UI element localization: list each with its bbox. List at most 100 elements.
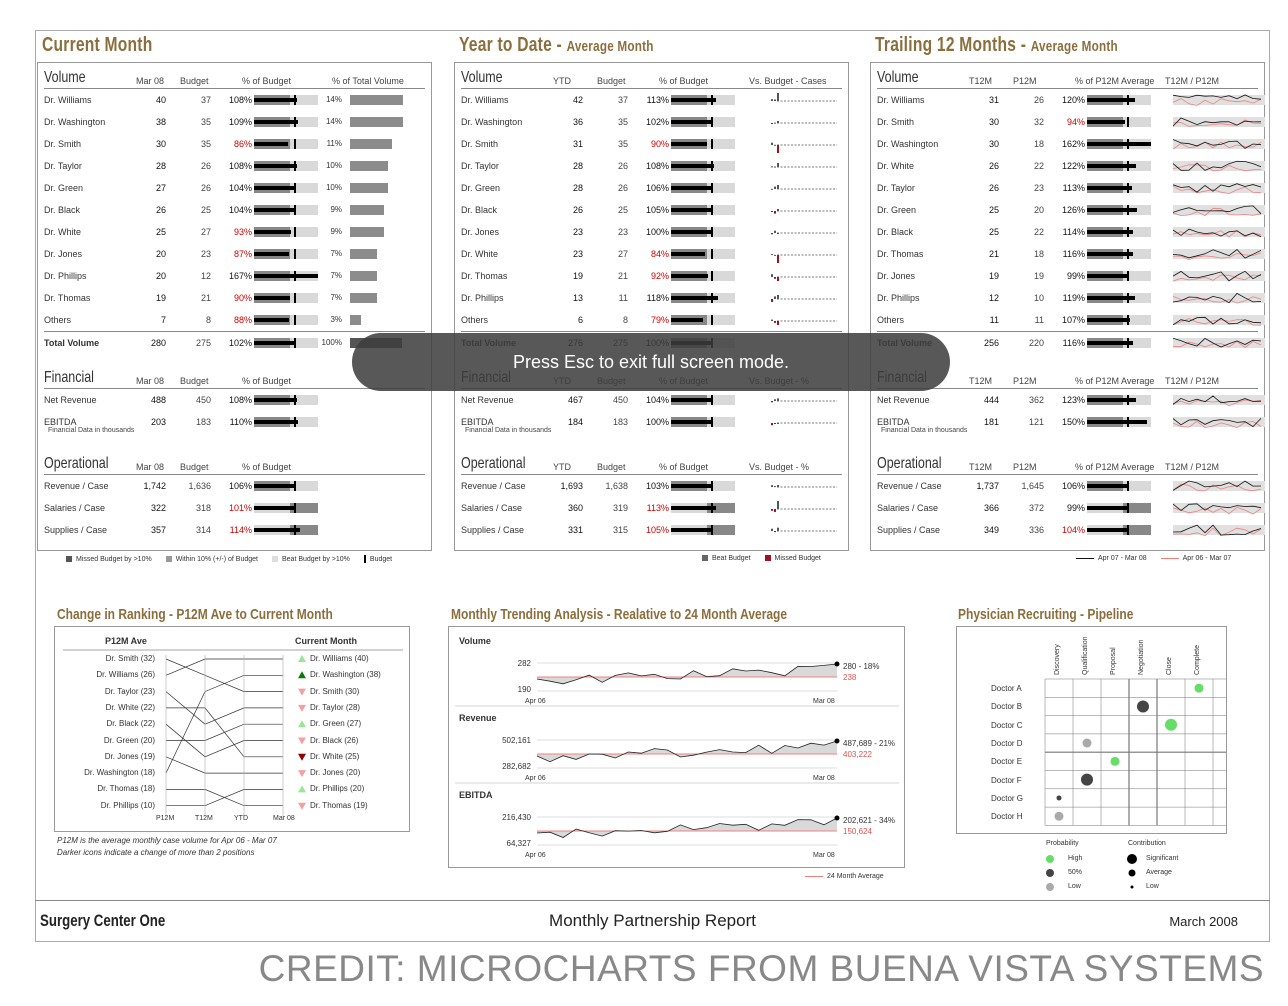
row-name: Revenue / Case bbox=[44, 481, 109, 491]
row-pct: 106% bbox=[228, 481, 252, 491]
sparkline-range bbox=[1173, 395, 1265, 405]
variance-bar bbox=[774, 144, 776, 146]
table-row: Dr. Taylor 28 26 108% 10% bbox=[44, 155, 425, 177]
doctor-label: Doctor D bbox=[991, 738, 1023, 748]
row-name: Dr. Thomas bbox=[461, 271, 508, 281]
variance-bar bbox=[774, 531, 776, 533]
row-budget: 275 bbox=[195, 338, 211, 348]
trend-ymin: 190 bbox=[517, 685, 531, 694]
doctor-label: Doctor C bbox=[991, 720, 1023, 730]
pct-total-bar bbox=[350, 95, 404, 105]
rank-down-icon bbox=[298, 770, 306, 778]
row-actual: 25 bbox=[988, 205, 999, 215]
row-actual: 40 bbox=[155, 95, 166, 105]
trend-sparkline bbox=[1172, 245, 1265, 265]
row-pct: 150% bbox=[1061, 417, 1085, 427]
recruit-title: Physician Recruiting - Pipeline bbox=[958, 606, 1134, 623]
pct-bullet bbox=[1087, 315, 1151, 325]
row-budget: 37 bbox=[200, 95, 211, 105]
trend-box: Volume 282 190 Apr 06 Mar 08 280 - 18% 238 Reve… bbox=[448, 626, 905, 880]
legend-swatch bbox=[764, 555, 771, 562]
doctor-label: Doctor G bbox=[991, 793, 1024, 803]
row-actual: 19 bbox=[572, 271, 583, 281]
pct-bullet-bar bbox=[671, 230, 711, 234]
variance-bar bbox=[774, 509, 776, 512]
trend-sparkline bbox=[1172, 267, 1265, 287]
sparkline-prior bbox=[1172, 119, 1262, 127]
pct-bullet-target bbox=[294, 525, 296, 535]
variance-bar bbox=[774, 122, 776, 124]
legend-text: Within 10% (+/-) of Budget bbox=[175, 555, 258, 563]
pct-bullet-target bbox=[1127, 481, 1129, 491]
pct-bullet bbox=[254, 249, 318, 259]
row-pct: 108% bbox=[228, 95, 252, 105]
sparkline-current bbox=[1172, 316, 1262, 326]
row-actual: 1,742 bbox=[143, 481, 166, 491]
sparkline-range bbox=[1173, 338, 1265, 348]
row-actual: 30 bbox=[988, 117, 999, 127]
table-row: Dr. Green 28 26 106% bbox=[461, 177, 842, 199]
row-name: Net Revenue bbox=[461, 395, 514, 405]
contrib-legend-dot bbox=[1127, 854, 1137, 864]
pct-bullet bbox=[671, 183, 735, 193]
sparkline-range bbox=[1173, 183, 1265, 193]
row-name: Salaries / Case bbox=[44, 503, 106, 513]
row-actual: 181 bbox=[983, 417, 999, 427]
ranking-title: Change in Ranking - P12M Ave to Current … bbox=[57, 606, 333, 623]
row-budget: 220 bbox=[1028, 338, 1044, 348]
pct-bullet-bar bbox=[671, 164, 715, 168]
ranking-right-item: Dr. Smith (30) bbox=[310, 686, 360, 696]
legend-text: Beat Budget bbox=[712, 555, 751, 562]
row-name: Dr. Taylor bbox=[877, 183, 915, 193]
row-pct: 114% bbox=[1062, 227, 1085, 237]
trend-area bbox=[537, 741, 837, 762]
ranking-right-item: Dr. Washington (38) bbox=[310, 670, 381, 680]
trend-sparkline bbox=[1172, 179, 1265, 199]
row-actual: 366 bbox=[983, 503, 999, 513]
section-label: Operational bbox=[461, 455, 526, 472]
pct-bullet-bar bbox=[671, 506, 717, 510]
ranking-axis-label: T12M bbox=[195, 815, 213, 822]
pct-bullet-bar bbox=[254, 318, 290, 322]
row-pct: 105% bbox=[645, 205, 669, 215]
row-name: Total Volume bbox=[44, 338, 100, 348]
trend-avg-label: 403,222 bbox=[843, 750, 872, 759]
variance-bar bbox=[777, 255, 779, 263]
pct-bullet-bar bbox=[671, 274, 708, 278]
variance-bar bbox=[774, 254, 776, 256]
col-header: T12M bbox=[969, 376, 993, 386]
table-row: Salaries / Case 360 319 113% bbox=[461, 497, 842, 519]
pct-total-label: 10% bbox=[325, 183, 342, 192]
pct-bullet-bar bbox=[254, 341, 295, 345]
panel-title-text: Trailing 12 Months bbox=[875, 34, 1017, 56]
trend-sparkline bbox=[1172, 334, 1265, 354]
row-budget: 32 bbox=[1033, 117, 1044, 127]
col-header: T12M / P12M bbox=[1165, 376, 1220, 386]
row-actual: 31 bbox=[572, 139, 583, 149]
pct-total-bar bbox=[350, 249, 377, 259]
pct-bullet-bar bbox=[671, 296, 719, 300]
pct-bullet-target bbox=[711, 503, 713, 513]
row-actual: 256 bbox=[983, 338, 999, 348]
col-header: Budget bbox=[597, 462, 626, 472]
table-row: Dr. Green 27 26 104% 10% bbox=[44, 177, 425, 199]
sparkline-current bbox=[1172, 228, 1262, 238]
trend-line bbox=[536, 663, 838, 685]
fullscreen-toast[interactable]: Press Esc to exit full screen mode. bbox=[352, 333, 950, 391]
row-actual: 25 bbox=[155, 227, 166, 237]
row-budget: 35 bbox=[617, 139, 628, 149]
pct-bullet-bar bbox=[1087, 186, 1133, 190]
pct-bullet-bar bbox=[1087, 252, 1134, 256]
col-header: P12M bbox=[1013, 76, 1037, 86]
row-name: Dr. Smith bbox=[461, 139, 499, 149]
pct-bullet bbox=[671, 417, 735, 427]
pct-bullet-bar bbox=[671, 186, 714, 190]
row-pct: 86% bbox=[233, 139, 252, 149]
sparkline-current bbox=[1172, 337, 1262, 348]
sparkline-range bbox=[1173, 525, 1265, 535]
pct-bullet-target bbox=[294, 205, 296, 215]
pct-bullet-target bbox=[294, 139, 296, 149]
sparkline-current bbox=[1172, 160, 1262, 171]
pct-bullet-target bbox=[1127, 338, 1129, 348]
prob-legend-text: Low bbox=[1068, 883, 1081, 890]
